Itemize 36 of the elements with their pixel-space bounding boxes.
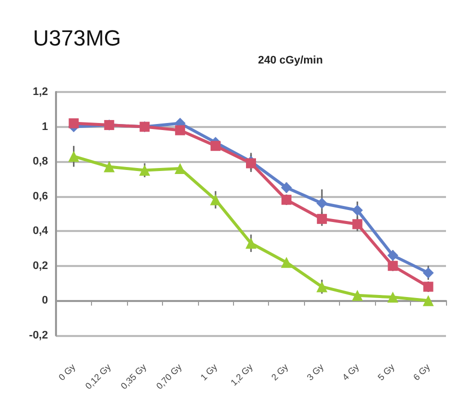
x-tick-label: 0 Gy — [56, 362, 78, 382]
x-tick-label: 5 Gy — [376, 362, 397, 382]
y-tick-label: 0,4 — [32, 225, 49, 238]
point — [352, 204, 363, 216]
x-tick-label: 6 Gy — [411, 362, 432, 382]
chart-subtitle: 240 cGy/min — [258, 54, 324, 66]
point — [246, 238, 256, 249]
point — [387, 292, 398, 303]
point — [316, 214, 327, 224]
point — [280, 256, 292, 268]
y-tick-label: 0 — [42, 294, 48, 307]
y-tick-label: 0,6 — [32, 190, 48, 202]
x-tick-label: 3 Gy — [304, 362, 326, 382]
x-tick-label: 2 Gy — [269, 362, 290, 382]
y-tick-label: 0,2 — [32, 260, 48, 272]
point — [104, 161, 115, 172]
point — [422, 295, 434, 306]
y-tick-label: -0,2 — [29, 329, 48, 342]
point — [68, 150, 80, 162]
x-tick-label: 0,70 Gy — [154, 362, 184, 392]
y-tick-label: 1 — [42, 120, 48, 133]
point — [316, 281, 328, 292]
point — [316, 198, 328, 209]
y-tick-label: 0,8 — [32, 156, 48, 168]
y-tick-label: 1,2 — [32, 86, 48, 98]
point — [210, 194, 222, 206]
point — [210, 140, 221, 151]
point — [68, 118, 79, 128]
point — [352, 290, 363, 301]
chart-title: U373MG — [33, 26, 122, 50]
point — [139, 164, 150, 176]
x-tick-label: 1,2 Gy — [228, 362, 255, 388]
x-tick-label: 0,12 Gy — [83, 362, 114, 392]
point — [175, 125, 186, 136]
x-tick-label: 1 Gy — [198, 362, 220, 382]
x-tick-label: 4 Gy — [340, 362, 362, 382]
